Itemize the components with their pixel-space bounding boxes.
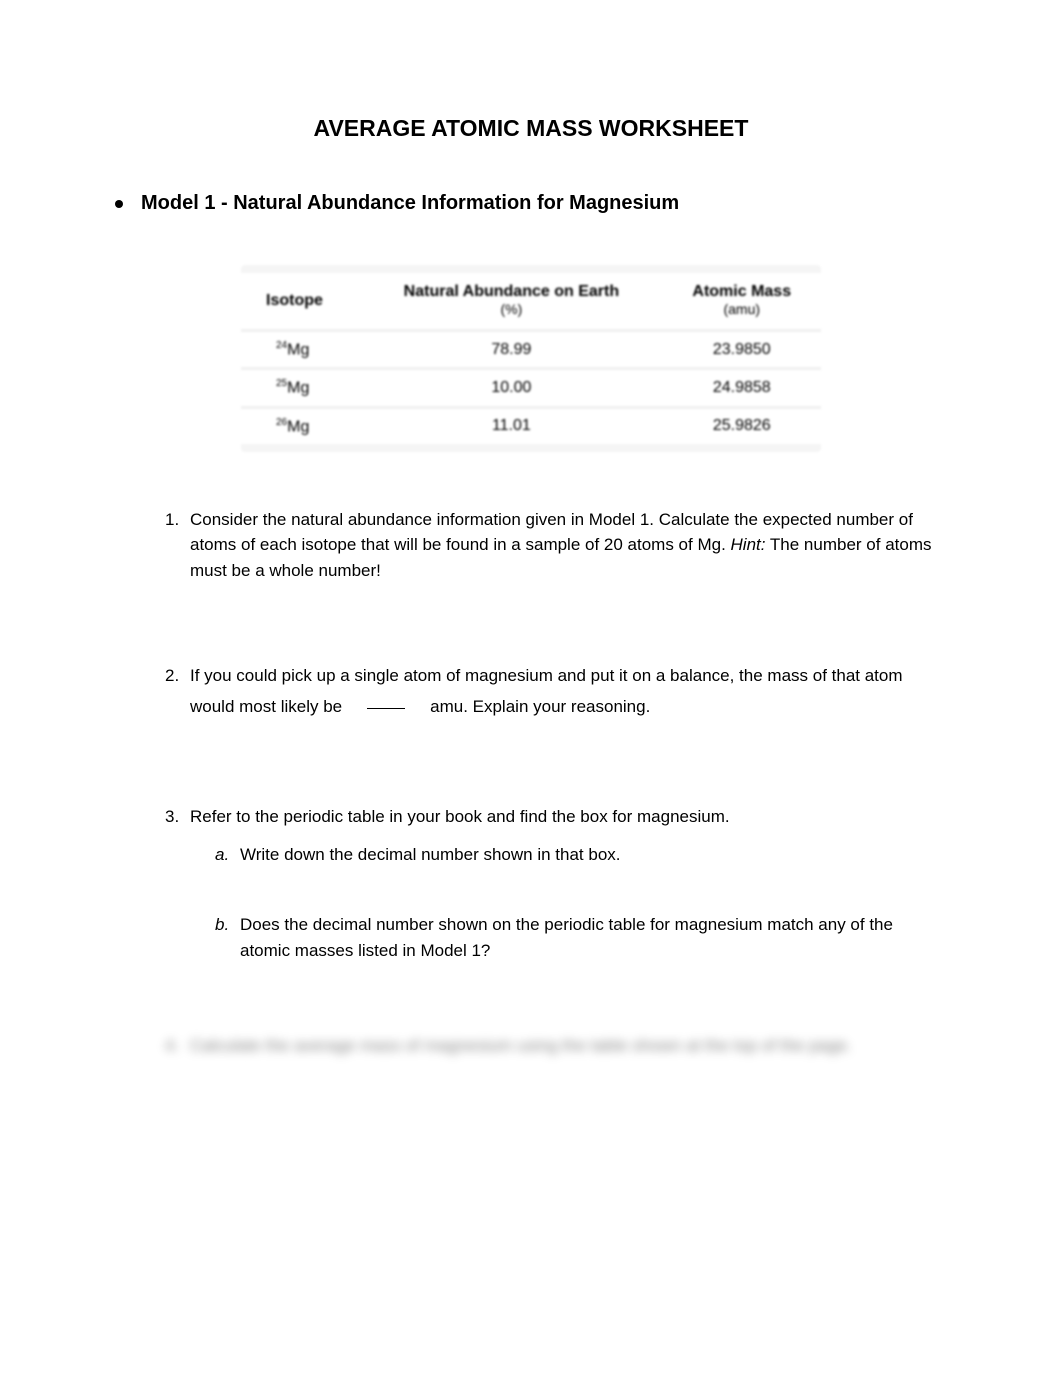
- question-content: Consider the natural abundance informati…: [190, 507, 947, 589]
- subquestion-a: a. Write down the decimal number shown i…: [215, 842, 947, 868]
- question-content: Refer to the periodic table in your book…: [190, 804, 947, 963]
- mass-cell: 24.9858: [663, 367, 822, 405]
- isotope-cell: 24Mg: [241, 329, 360, 367]
- abundance-cell: 78.99: [360, 329, 662, 367]
- question-text: Calculate the average mass of magnesium …: [190, 1033, 947, 1059]
- bullet-icon: [115, 200, 123, 208]
- subquestion-text: Write down the decimal number shown in t…: [240, 842, 947, 868]
- worksheet-title: AVERAGE ATOMIC MASS WORKSHEET: [115, 115, 947, 142]
- question-3: 3. Refer to the periodic table in your b…: [165, 804, 947, 963]
- header-isotope: Isotope: [241, 273, 360, 329]
- question-number: 3.: [165, 804, 190, 963]
- abundance-cell: 10.00: [360, 367, 662, 405]
- question-content: If you could pick up a single atom of ma…: [190, 663, 947, 724]
- question-content: Calculate the average mass of magnesium …: [190, 1033, 947, 1064]
- isotope-cell: 25Mg: [241, 367, 360, 405]
- table-row: 25Mg 10.00 24.9858: [241, 367, 821, 405]
- abundance-cell: 11.01: [360, 406, 662, 444]
- mass-cell: 23.9850: [663, 329, 822, 367]
- subquestion-b: b. Does the decimal number shown on the …: [215, 912, 947, 963]
- subquestions: a. Write down the decimal number shown i…: [190, 842, 947, 964]
- question-4-blurred: 4. Calculate the average mass of magnesi…: [165, 1033, 947, 1064]
- question-number: 2.: [165, 663, 190, 724]
- subquestion-letter: b.: [215, 912, 240, 963]
- table-row: 24Mg 78.99 23.9850: [241, 329, 821, 367]
- section-title: Model 1 - Natural Abundance Information …: [141, 192, 679, 215]
- table-row: 26Mg 11.01 25.9826: [241, 406, 821, 444]
- question-number: 1.: [165, 507, 190, 589]
- question-2: 2. If you could pick up a single atom of…: [165, 663, 947, 724]
- header-abundance: Natural Abundance on Earth (%): [360, 273, 662, 329]
- question-1: 1. Consider the natural abundance inform…: [165, 507, 947, 589]
- question-text: Consider the natural abundance informati…: [190, 507, 947, 584]
- isotope-cell: 26Mg: [241, 406, 360, 444]
- subquestion-letter: a.: [215, 842, 240, 868]
- question-number: 4.: [165, 1033, 190, 1064]
- header-mass: Atomic Mass (amu): [663, 273, 822, 329]
- questions-section: 1. Consider the natural abundance inform…: [115, 507, 947, 1064]
- question-text: Refer to the periodic table in your book…: [190, 804, 947, 830]
- question-text: If you could pick up a single atom of ma…: [190, 663, 947, 689]
- blank-input-line[interactable]: [367, 708, 405, 709]
- section-header: Model 1 - Natural Abundance Information …: [115, 192, 947, 215]
- isotope-table: Isotope Natural Abundance on Earth (%) A…: [241, 273, 821, 444]
- mass-cell: 25.9826: [663, 406, 822, 444]
- isotope-table-container: Isotope Natural Abundance on Earth (%) A…: [241, 265, 821, 452]
- question-text-line2: would most likely beamu. Explain your re…: [190, 694, 947, 720]
- subquestion-text: Does the decimal number shown on the per…: [240, 912, 947, 963]
- table-header-row: Isotope Natural Abundance on Earth (%) A…: [241, 273, 821, 329]
